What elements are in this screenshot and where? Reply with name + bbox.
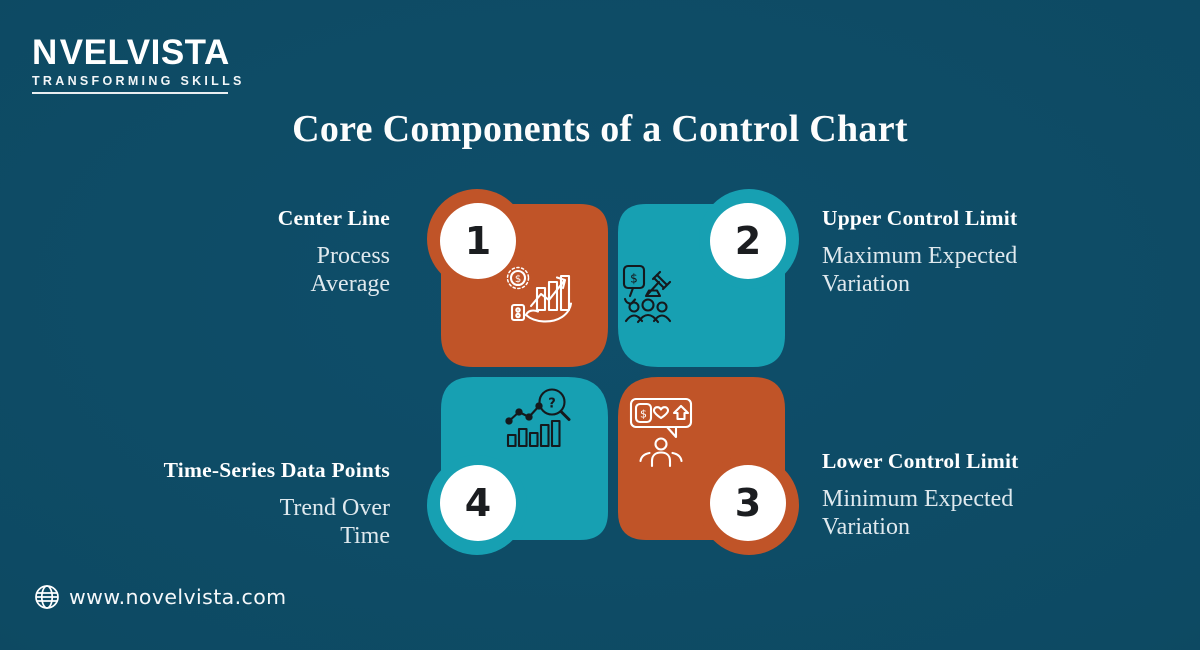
quadrant-2-description: Maximum Expected Variation xyxy=(822,242,1018,297)
price-gavel-people-icon: $ xyxy=(622,264,672,324)
svg-text:$: $ xyxy=(515,274,521,285)
control-chart-diagram: $ $ xyxy=(425,188,801,556)
logo-letter-n: N xyxy=(32,32,58,72)
feedback-bubble-person-icon: $ xyxy=(629,397,693,468)
svg-text:$: $ xyxy=(640,408,647,421)
quadrant-3-label: Lower Control Limit xyxy=(822,449,1019,473)
quadrant-2-label-block: Upper Control Limit Maximum Expected Var… xyxy=(822,206,1084,298)
quadrant-4-label: Time-Series Data Points xyxy=(163,458,390,482)
logo-wordmark: N VELVISTA xyxy=(32,32,230,72)
logo-letters-velvista: VELVISTA xyxy=(59,32,230,72)
quadrant-1-label-block: Center Line Process Average xyxy=(90,206,391,298)
globe-icon xyxy=(35,585,59,609)
search-bar-chart-icon: ? xyxy=(505,388,571,448)
number-badge-1: 1 xyxy=(440,203,516,279)
quadrant-2-label: Upper Control Limit xyxy=(822,206,1018,230)
svg-text:$: $ xyxy=(630,272,638,286)
footer: www.novelvista.com xyxy=(34,584,287,610)
quadrant-1-label: Center Line xyxy=(277,206,390,230)
logo-underline xyxy=(32,92,228,94)
quadrant-3-description: Minimum Expected Variation xyxy=(822,485,1014,540)
logo-tagline: TRANSFORMING SKILLS xyxy=(32,74,245,88)
website-url: www.novelvista.com xyxy=(69,585,287,609)
page-title: Core Components of a Control Chart xyxy=(292,108,908,150)
svg-text:?: ? xyxy=(548,397,556,412)
hand-growth-chart-icon: $ xyxy=(506,266,573,323)
quadrant-4-description: Trend Over Time xyxy=(279,494,390,549)
number-badge-2: 2 xyxy=(710,203,786,279)
novelvista-logo: N VELVISTA TRANSFORMING SKILLS xyxy=(32,32,245,94)
quadrant-4-label-block: Time-Series Data Points Trend Over Time xyxy=(90,458,390,550)
number-badge-3: 3 xyxy=(710,465,786,541)
number-badge-4: 4 xyxy=(440,465,516,541)
quadrant-1-description: Process Average xyxy=(310,242,391,297)
quadrant-3-label-block: Lower Control Limit Minimum Expected Var… xyxy=(822,449,1084,541)
